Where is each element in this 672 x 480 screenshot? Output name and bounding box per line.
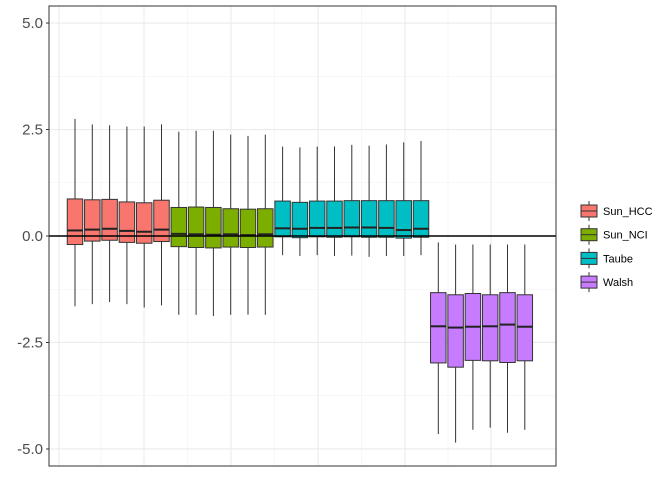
legend-item: Taube <box>580 248 633 269</box>
box-body <box>291 201 309 239</box>
legend-item: Walsh <box>580 272 633 293</box>
legend-label: Walsh <box>603 277 633 289</box>
box-Walsh <box>430 242 447 435</box>
legend-label: Taube <box>603 253 633 265</box>
box-body <box>499 292 516 364</box>
box-Sun_NCI <box>257 134 274 315</box>
y-tick-label: 2.5 <box>22 122 43 139</box>
box-body <box>222 208 239 248</box>
legend-item: Sun_NCI <box>580 224 648 245</box>
box-Sun_HCC <box>135 126 153 308</box>
box-body <box>360 200 378 238</box>
box-Sun_HCC <box>84 124 101 305</box>
box-body <box>447 294 464 368</box>
box-body <box>84 199 101 242</box>
box-Walsh <box>447 244 464 443</box>
box-Sun_NCI <box>222 134 239 315</box>
box-body <box>66 198 84 246</box>
box-Taube <box>326 146 343 257</box>
legend: Sun_HCC Sun_NCI Taube Walsh <box>580 201 653 293</box>
box-body <box>430 292 447 364</box>
box-body <box>101 198 118 241</box>
y-tick-label: -5.0 <box>17 441 43 458</box>
box-Sun_NCI <box>205 130 222 317</box>
box-body <box>395 200 412 239</box>
box-body <box>274 200 291 238</box>
legend-label: Sun_NCI <box>603 230 648 242</box>
box-body <box>378 200 395 238</box>
box-body <box>326 200 343 238</box>
box-body <box>257 208 274 248</box>
box-body <box>135 202 153 244</box>
box-body <box>153 199 170 243</box>
box-body <box>516 294 534 362</box>
box-Walsh <box>481 244 499 428</box>
box-Taube <box>395 142 412 257</box>
box-Sun_HCC <box>66 118 84 307</box>
box-body <box>118 201 136 243</box>
box-Taube <box>308 146 326 256</box>
box-Sun_NCI <box>187 130 205 315</box>
box-Sun_NCI <box>239 135 257 315</box>
legend-item: Sun_HCC <box>580 201 653 221</box>
box-Taube <box>412 141 430 256</box>
box-body <box>308 200 326 238</box>
y-axis: 5.0 2.5 0.0 -2.5 -5.0 <box>17 15 49 458</box>
box-Walsh <box>516 244 534 430</box>
box-Sun_HCC <box>153 124 170 306</box>
box-body <box>239 208 257 249</box>
box-Taube <box>274 146 291 256</box>
box-Taube <box>343 144 361 256</box>
box-Sun_NCI <box>170 131 188 315</box>
box-body <box>187 206 205 248</box>
box-Taube <box>360 145 378 257</box>
box-body <box>343 200 361 238</box>
box-body <box>412 200 430 238</box>
y-tick-label: 5.0 <box>22 15 43 32</box>
box-body <box>205 206 222 249</box>
panel-border <box>48 5 557 467</box>
box-Walsh <box>464 244 482 430</box>
box-Taube <box>378 144 395 257</box>
box-body <box>481 294 499 362</box>
legend-label: Sun_HCC <box>603 206 653 218</box>
box-layer <box>49 118 556 443</box>
box-Taube <box>291 147 309 257</box>
y-tick-label: 0.0 <box>22 228 43 245</box>
box-Sun_HCC <box>101 125 118 303</box>
y-tick-label: -2.5 <box>17 334 43 351</box>
box-Walsh <box>499 244 516 433</box>
box-body <box>170 206 188 248</box>
box-Sun_HCC <box>118 126 136 305</box>
